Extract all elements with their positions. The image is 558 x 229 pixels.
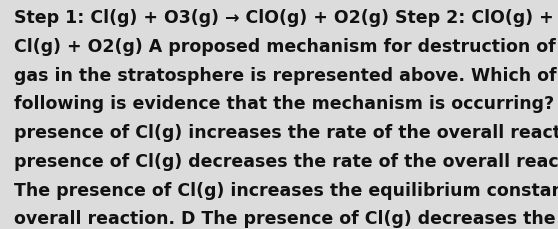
Text: The presence of Cl(g) increases the equilibrium constant of the: The presence of Cl(g) increases the equi… [14,181,558,199]
Text: Cl(g) + O2(g) A proposed mechanism for destruction of ozone: Cl(g) + O2(g) A proposed mechanism for d… [14,38,558,56]
Text: overall reaction. D The presence of Cl(g) decreases the: overall reaction. D The presence of Cl(g… [14,210,556,227]
Text: presence of Cl(g) decreases the rate of the overall reaction. C: presence of Cl(g) decreases the rate of … [14,152,558,170]
Text: following is evidence that the mechanism is occurring? A The: following is evidence that the mechanism… [14,95,558,113]
Text: Step 1: Cl(g) + O3(g) → ClO(g) + O2(g) Step 2: ClO(g) + O(g) →: Step 1: Cl(g) + O3(g) → ClO(g) + O2(g) S… [14,9,558,27]
Text: presence of Cl(g) increases the rate of the overall reaction. B The: presence of Cl(g) increases the rate of … [14,124,558,142]
Text: gas in the stratosphere is represented above. Which of the: gas in the stratosphere is represented a… [14,66,558,84]
